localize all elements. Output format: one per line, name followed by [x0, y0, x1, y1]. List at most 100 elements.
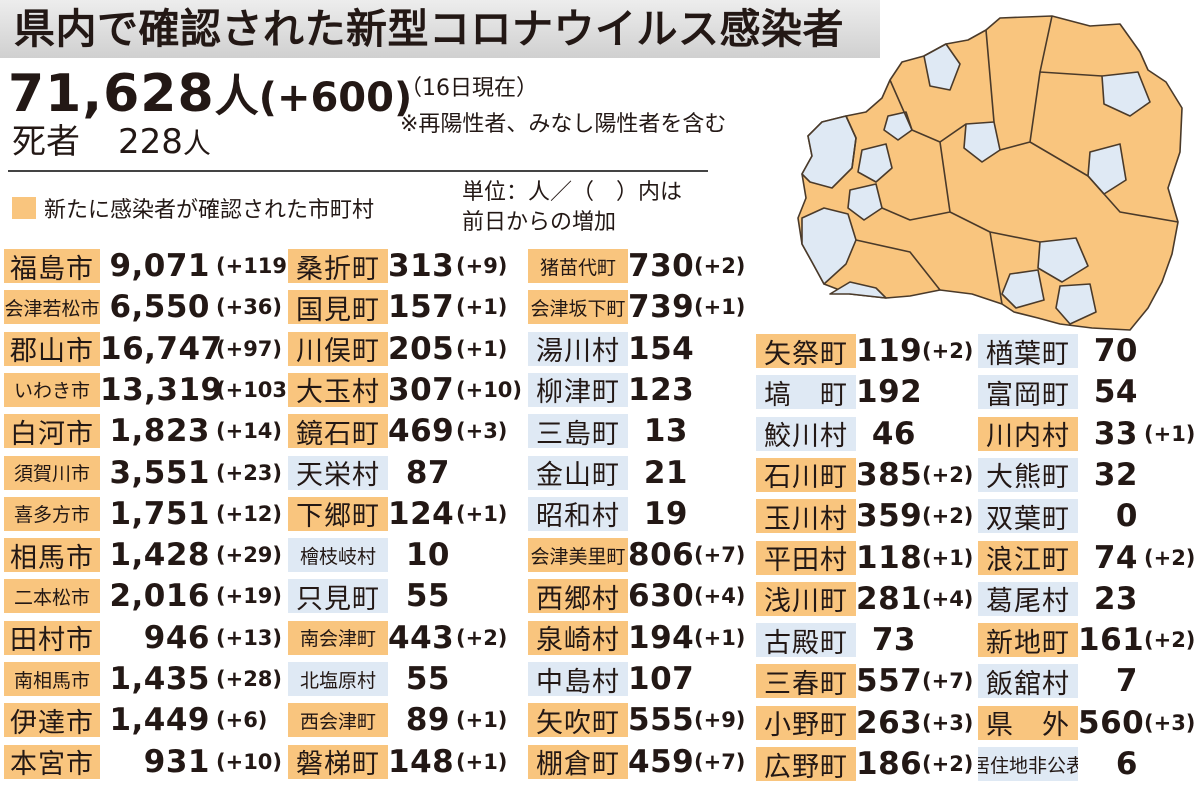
municipality-name: 須賀川市	[4, 455, 100, 490]
table-row: 三春町 557 (+7)	[756, 663, 973, 699]
page-title: 県内で確認された新型コロナウイルス感染者	[14, 5, 844, 53]
case-count: 32	[1093, 456, 1138, 493]
municipality-name: 会津若松市	[4, 290, 100, 325]
table-row: 居住地非公表 6	[978, 746, 1144, 782]
table-row: 二本松市 2,016 (+19)	[4, 578, 282, 614]
municipality-name: 双葉町	[978, 499, 1078, 534]
case-increase: (+2)	[694, 254, 746, 278]
case-increase: (+13)	[216, 625, 283, 650]
case-increase: (+2)	[1144, 545, 1196, 570]
table-row: 富岡町 54	[978, 374, 1144, 410]
case-increase: (+97)	[216, 336, 283, 361]
case-count: 21	[643, 454, 688, 491]
table-row: 大熊町 32	[978, 457, 1144, 493]
case-count: 124	[388, 495, 455, 532]
table-row: 伊達市 1,449 (+6)	[4, 702, 267, 738]
map-area-yukawa	[883, 111, 913, 141]
case-count: 194	[628, 619, 695, 656]
municipality-name: 矢祭町	[756, 334, 856, 368]
map-area-tadami	[801, 207, 857, 285]
case-count: 123	[628, 371, 695, 408]
map-area-southeast-2	[1001, 269, 1045, 309]
case-count: 13,319	[100, 371, 223, 408]
municipality-name: 猪苗代町	[528, 249, 628, 283]
municipality-name: 棚倉町	[528, 744, 628, 779]
table-row: 鮫川村 46	[756, 416, 922, 452]
table-row: 猪苗代町 730 (+2)	[528, 248, 745, 284]
legend-swatch	[12, 197, 36, 219]
case-count: 19	[643, 495, 688, 532]
table-row: 県 外 560 (+3)	[978, 705, 1195, 741]
municipality-name: 昭和村	[528, 496, 628, 531]
case-increase: (+9)	[456, 254, 508, 278]
municipality-name: 北塩原村	[288, 662, 388, 696]
case-count: 313	[388, 248, 455, 284]
table-row: 西郷村 630 (+4)	[528, 578, 745, 614]
table-row: 平田村 118 (+1)	[756, 540, 973, 576]
table-row: 新地町 161 (+2)	[978, 622, 1195, 658]
table-row: 喜多方市 1,751 (+12)	[4, 496, 282, 532]
table-row: 三島町 13	[528, 413, 694, 449]
municipality-name: 磐梯町	[288, 744, 388, 779]
table-row: 本宮市 931 (+10)	[4, 744, 282, 780]
deaths-label: 死者	[12, 122, 80, 162]
table-row: 国見町 157 (+1)	[288, 289, 507, 325]
table-row: 湯川村 154	[528, 331, 694, 367]
municipality-name: 飯舘村	[978, 664, 1078, 699]
municipality-name: 福島市	[4, 249, 100, 283]
map-prefecture-outline	[797, 15, 1183, 331]
table-row: 福島市 9,071 (+119)	[4, 248, 297, 284]
case-count: 154	[628, 330, 695, 367]
case-increase: (+10)	[216, 749, 283, 774]
table-row: 会津坂下町 739 (+1)	[528, 289, 745, 325]
as-of-date: （16日現在）	[400, 76, 538, 101]
case-count: 443	[388, 619, 455, 656]
municipality-name: 県 外	[978, 705, 1078, 740]
table-row: 下郷町 124 (+1)	[288, 496, 507, 532]
table-row: 北塩原村 55	[288, 661, 456, 697]
map-area-tenei	[963, 121, 1001, 163]
case-increase: (+28)	[216, 667, 283, 691]
municipality-name: 檜枝岐村	[288, 538, 388, 573]
legend: 新たに感染者が確認された市町村	[12, 192, 374, 224]
case-count: 55	[405, 578, 450, 615]
table-row: 葛尾村 23	[978, 581, 1144, 617]
table-row: 矢吹町 555 (+9)	[528, 702, 745, 738]
table-row: 檜枝岐村 10	[288, 537, 456, 573]
municipality-name: 二本松市	[4, 579, 100, 614]
case-increase: (+1)	[456, 501, 508, 526]
table-row: 柳津町 123	[528, 372, 694, 408]
municipality-name: 桑折町	[288, 249, 388, 283]
case-count: 87	[405, 454, 450, 491]
case-increase: (+1)	[1144, 421, 1196, 446]
case-count: 469	[388, 413, 455, 450]
case-count: 74	[1093, 539, 1138, 576]
case-count: 3,551	[109, 454, 210, 491]
table-row: 古殿町 73	[756, 622, 922, 658]
municipality-name: 喜多方市	[4, 496, 100, 531]
case-count: 89	[405, 702, 450, 739]
table-row: 南会津町 443 (+2)	[288, 620, 507, 656]
case-increase: (+10)	[456, 377, 523, 402]
case-count: 107	[628, 661, 695, 697]
table-row: 田村市 946 (+13)	[4, 620, 282, 656]
table-row: 双葉町 0	[978, 498, 1144, 534]
table-row: 浅川町 281 (+4)	[756, 581, 973, 617]
table-row: 南相馬市 1,435 (+28)	[4, 661, 282, 697]
case-increase: (+2)	[1144, 628, 1196, 653]
municipality-name: 矢吹町	[528, 703, 628, 738]
table-row: 中島村 107	[528, 661, 694, 697]
case-increase: (+23)	[216, 460, 283, 485]
case-increase: (+4)	[922, 586, 974, 611]
case-increase: (+19)	[216, 584, 283, 609]
case-count: 1,428	[109, 537, 210, 574]
municipality-name: 郡山市	[4, 331, 100, 366]
case-increase: (+6)	[216, 708, 268, 733]
municipality-name: 大玉村	[288, 372, 388, 407]
case-count: 730	[628, 248, 695, 284]
table-row: 桑折町 313 (+9)	[288, 248, 507, 284]
table-row: 白河市 1,823 (+14)	[4, 413, 282, 449]
municipality-name: 相馬市	[4, 538, 100, 573]
case-increase: (+1)	[456, 749, 508, 774]
deaths-value: 228	[118, 122, 183, 162]
